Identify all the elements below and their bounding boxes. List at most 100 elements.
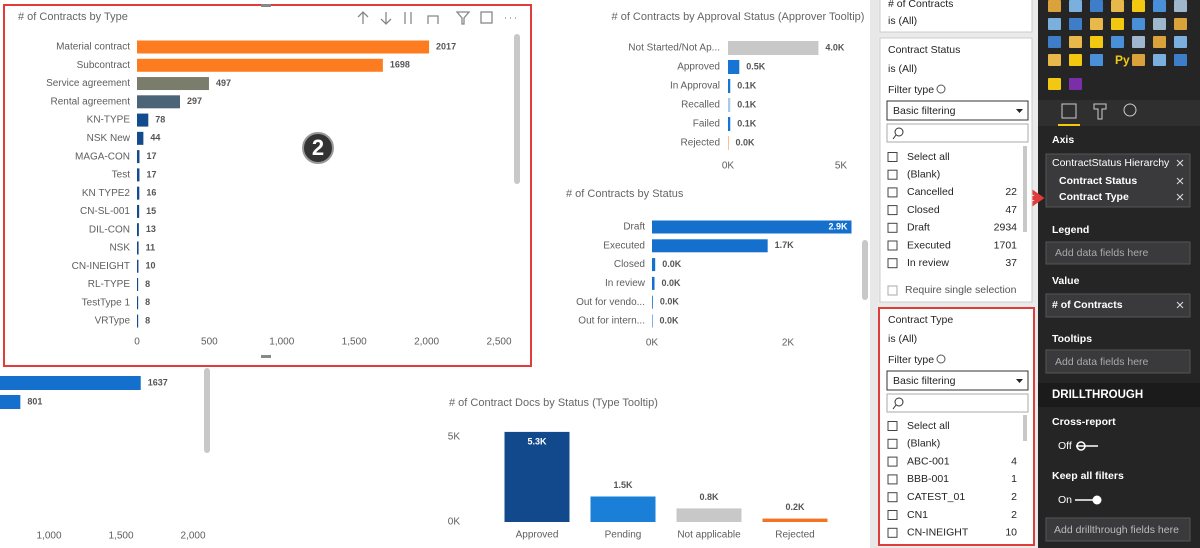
visual-icon[interactable] bbox=[1090, 36, 1103, 48]
category-label: Failed bbox=[693, 119, 720, 130]
visual-icon[interactable] bbox=[1069, 78, 1082, 90]
visual-icon[interactable] bbox=[1153, 36, 1166, 48]
checkbox[interactable] bbox=[887, 285, 898, 296]
category-label: KN TYPE2 bbox=[82, 188, 131, 199]
remove-icon[interactable] bbox=[1176, 193, 1184, 201]
column bbox=[504, 431, 570, 522]
visual-icon[interactable] bbox=[1048, 78, 1061, 90]
field-well[interactable] bbox=[1045, 153, 1191, 208]
checkbox[interactable] bbox=[887, 456, 898, 467]
scrollbar[interactable] bbox=[1023, 146, 1027, 232]
x-tick-label: 500 bbox=[201, 337, 218, 348]
dropdown[interactable] bbox=[886, 370, 1029, 391]
toggle-knob[interactable] bbox=[1092, 495, 1102, 505]
checkbox[interactable] bbox=[887, 205, 898, 216]
bar bbox=[137, 241, 139, 255]
checkbox[interactable] bbox=[887, 527, 898, 538]
section-title: Keep all filters bbox=[1052, 470, 1124, 482]
visual-icon[interactable] bbox=[1069, 0, 1082, 12]
visual-icon[interactable] bbox=[1174, 54, 1187, 66]
visual-icon[interactable] bbox=[1048, 36, 1061, 48]
resize-handle[interactable] bbox=[261, 355, 271, 358]
checkbox[interactable] bbox=[887, 510, 898, 520]
x-tick-label: 2K bbox=[782, 338, 795, 349]
field-well[interactable] bbox=[1045, 349, 1191, 374]
visual-icon[interactable] bbox=[1090, 0, 1103, 12]
checkbox[interactable] bbox=[887, 438, 898, 449]
item-label: CN1 bbox=[907, 509, 928, 521]
x-tick-label: 2,000 bbox=[414, 337, 439, 348]
item-label: In review bbox=[907, 257, 949, 269]
bar bbox=[728, 41, 819, 55]
tab-format[interactable] bbox=[1093, 103, 1107, 120]
scrollbar[interactable] bbox=[514, 34, 520, 184]
tab-fields[interactable] bbox=[1061, 103, 1077, 119]
visual-icon[interactable] bbox=[1132, 36, 1145, 48]
checkbox[interactable] bbox=[887, 492, 898, 503]
data-label: 1.5K bbox=[613, 480, 633, 490]
visual-icon[interactable] bbox=[1153, 54, 1166, 66]
column bbox=[676, 508, 742, 522]
category-label: NSK New bbox=[87, 133, 131, 144]
filter-card bbox=[878, 307, 1035, 546]
bar bbox=[137, 223, 139, 237]
scrollbar[interactable] bbox=[1023, 415, 1027, 441]
visual-header-icons[interactable] bbox=[357, 11, 516, 25]
item-label: Cancelled bbox=[907, 186, 954, 198]
item-label: ABC-001 bbox=[907, 455, 950, 467]
remove-icon[interactable] bbox=[1176, 301, 1184, 309]
visual-icon[interactable] bbox=[1174, 18, 1187, 30]
scrollbar[interactable] bbox=[204, 368, 210, 453]
visual-icon[interactable] bbox=[1174, 36, 1187, 48]
checkbox[interactable] bbox=[887, 474, 898, 485]
section-title: Legend bbox=[1052, 224, 1089, 236]
resize-handle[interactable] bbox=[261, 4, 271, 7]
data-label: 0.1K bbox=[737, 99, 757, 109]
tab-analytics[interactable] bbox=[1123, 103, 1137, 117]
checkbox[interactable] bbox=[887, 187, 898, 198]
dropdown[interactable] bbox=[886, 100, 1029, 121]
toggle-knob[interactable] bbox=[1076, 441, 1086, 451]
search-icon bbox=[892, 134, 897, 140]
visual-icon[interactable] bbox=[1111, 18, 1124, 30]
visual-icon[interactable] bbox=[1090, 54, 1103, 66]
visual-icon[interactable] bbox=[1048, 0, 1061, 12]
visual-icon[interactable] bbox=[1153, 0, 1166, 12]
visual-icon[interactable] bbox=[1069, 36, 1082, 48]
remove-icon[interactable] bbox=[1176, 159, 1184, 167]
visual-icon[interactable] bbox=[1069, 54, 1082, 66]
search-box[interactable] bbox=[886, 393, 1029, 413]
scrollbar[interactable] bbox=[862, 240, 868, 300]
checkbox[interactable] bbox=[887, 421, 898, 431]
bar bbox=[137, 95, 181, 109]
field-well[interactable] bbox=[1045, 241, 1191, 265]
data-label: 0.8K bbox=[699, 492, 719, 502]
section-title: Value bbox=[1052, 275, 1080, 287]
checkbox[interactable] bbox=[887, 169, 898, 180]
visual-icon[interactable] bbox=[1132, 18, 1145, 30]
visual-icon[interactable] bbox=[1132, 54, 1145, 66]
placeholder: Add data fields here bbox=[1055, 356, 1149, 368]
visual-icon[interactable] bbox=[1132, 0, 1145, 12]
visual-icon[interactable] bbox=[1090, 18, 1103, 30]
field-well[interactable] bbox=[1045, 517, 1191, 542]
section-band bbox=[1038, 383, 1200, 407]
visual-icon[interactable] bbox=[1048, 18, 1061, 30]
visual-icon[interactable] bbox=[1048, 54, 1061, 66]
remove-icon[interactable] bbox=[1176, 177, 1184, 185]
field-well[interactable] bbox=[1045, 293, 1191, 318]
visual-icon[interactable] bbox=[1174, 0, 1187, 12]
item-label: Executed bbox=[907, 239, 951, 251]
visual-icon[interactable] bbox=[1153, 18, 1166, 30]
bar bbox=[652, 258, 656, 272]
checkbox[interactable] bbox=[887, 240, 898, 251]
checkbox[interactable] bbox=[887, 258, 898, 269]
search-box[interactable] bbox=[886, 123, 1029, 143]
dropdown-value: Basic filtering bbox=[893, 375, 956, 387]
visual-icon[interactable] bbox=[1069, 18, 1082, 30]
checkbox[interactable] bbox=[887, 152, 898, 162]
info-icon bbox=[936, 84, 946, 94]
checkbox[interactable] bbox=[887, 222, 898, 233]
visual-icon[interactable] bbox=[1111, 36, 1124, 48]
visual-icon[interactable] bbox=[1111, 0, 1124, 12]
